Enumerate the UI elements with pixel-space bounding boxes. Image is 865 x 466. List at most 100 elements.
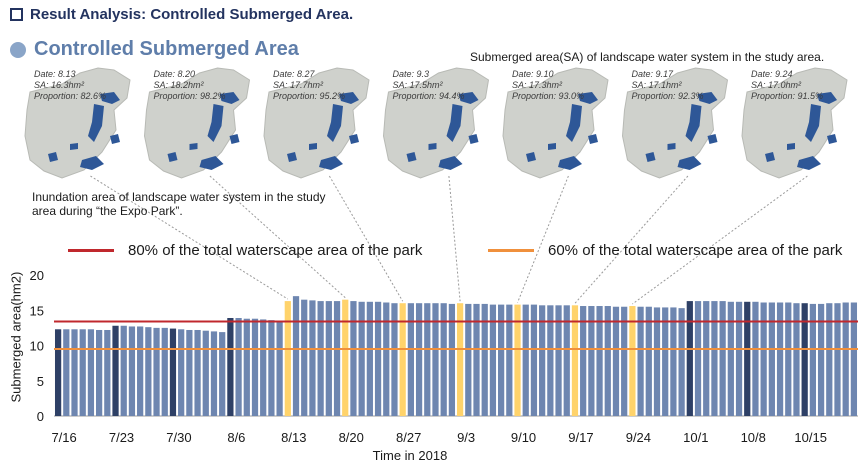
water-area [80,156,104,170]
bar [325,301,332,416]
water-area [548,143,556,150]
bar [96,329,103,416]
bar [588,306,595,416]
x-tick-label: 7/16 [51,430,76,445]
bar [169,328,177,416]
x-tick-label: 8/27 [396,430,421,445]
bar [645,306,652,416]
bar [596,306,603,416]
bar [547,305,554,416]
bar [612,306,620,416]
water-area [428,143,437,150]
x-tick-label: 7/30 [166,430,191,445]
bar [621,306,628,416]
x-tick-label: 8/20 [339,430,364,445]
y-tick-label: 0 [37,409,44,424]
square-bullet-icon [10,8,23,21]
x-tick-label: 10/15 [794,430,827,445]
bar [186,329,193,416]
bar [301,299,308,416]
bar [235,318,242,416]
section-title: Result Analysis: Controlled Submerged Ar… [30,6,354,23]
connector-line [632,175,808,305]
x-tick-label: 9/24 [626,430,651,445]
map-proportion: Proportion: 93.0% [512,91,584,101]
bar [711,301,718,416]
bar [202,330,209,416]
x-tick-label: 8/6 [227,430,245,445]
bar [465,303,472,416]
y-tick-label: 5 [37,374,44,389]
water-area [100,92,120,104]
bar [604,306,611,416]
bar [350,301,357,416]
map-date: Date: 9.10 [512,69,554,79]
bar [251,318,259,416]
map-sa: SA: 17.5hm² [393,80,444,90]
water-area [406,152,417,162]
bar [489,304,497,416]
bar [670,307,677,416]
bar [407,303,414,416]
bar [719,301,726,416]
map-proportion: Proportion: 92.3% [632,91,704,101]
water-area [339,92,359,104]
water-area [707,134,718,144]
connector-line [448,175,461,302]
connector-line [574,175,689,304]
legend-80-label: 80% of the total waterscape area of the … [128,242,423,259]
bar-highlighted [629,306,636,416]
bar [415,303,423,416]
water-area [207,104,224,142]
water-area [578,92,598,104]
bar [358,301,365,416]
bar-highlighted [514,304,521,416]
water-area [817,92,837,104]
water-area [438,156,463,170]
bar [448,303,456,416]
section-header: Result Analysis: Controlled Submerged Ar… [10,6,353,23]
bar [161,327,168,416]
map-date: Date: 9.3 [393,69,430,79]
connector-line [90,175,289,300]
bar [678,308,685,416]
water-area [309,143,317,150]
bar [842,302,849,416]
map-proportion: Proportion: 82.6% [34,91,106,101]
bar [752,301,759,416]
bar [292,296,300,416]
bar [309,300,316,416]
circle-bullet-icon [10,41,26,58]
bar [424,303,431,416]
map-date: Date: 9.24 [751,69,793,79]
bar [481,303,488,416]
maps-caption: Submerged area(SA) of landscape water sy… [470,50,825,64]
bar [54,329,62,416]
legend-80: 80% of the total waterscape area of the … [68,242,422,259]
bar [530,304,538,416]
water-area [685,104,702,142]
bar [744,301,751,416]
bar [776,302,784,416]
water-area [797,156,821,170]
bar [227,318,234,416]
water-area [805,104,821,142]
water-area [827,134,837,144]
bar [210,331,218,416]
bar [145,327,152,416]
water-area [110,134,120,144]
map-proportion: Proportion: 91.5% [751,91,823,101]
water-area [765,152,775,162]
bar [194,329,201,416]
water-area [458,92,479,104]
x-tick-label: 10/8 [741,430,766,445]
y-tick-label: 15 [30,303,44,318]
bar [735,301,743,416]
bar [760,302,767,416]
water-area [287,152,297,162]
